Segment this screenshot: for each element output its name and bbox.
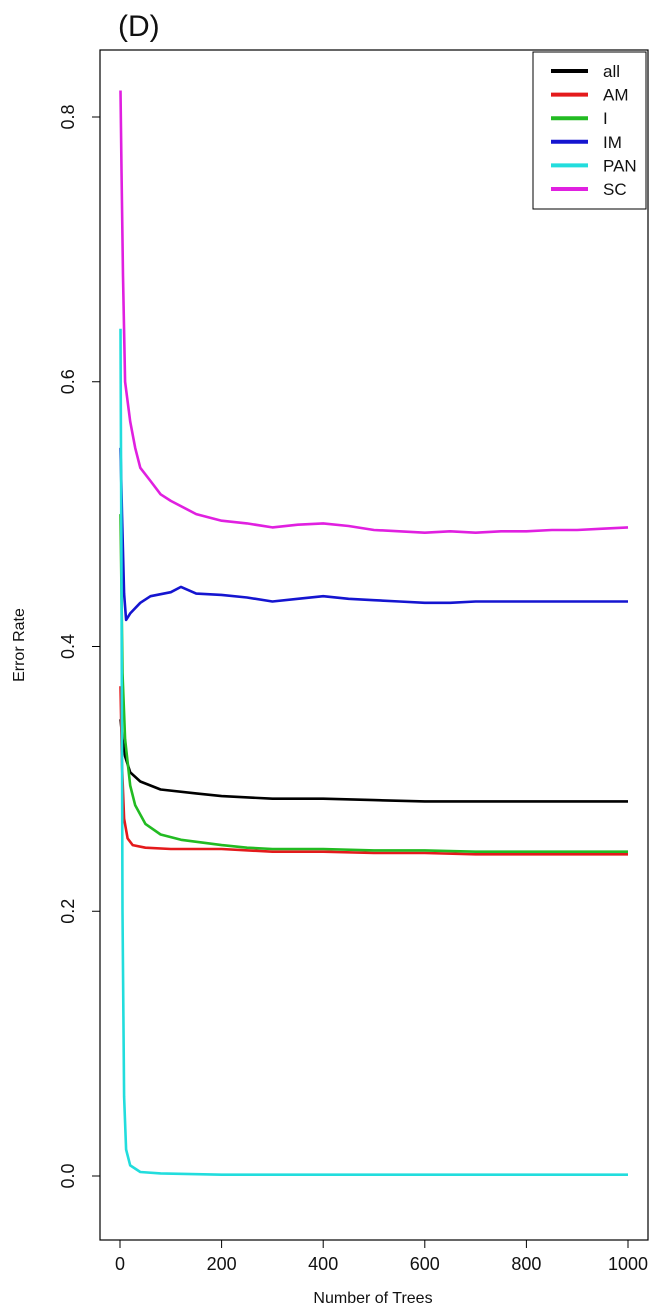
- x-tick-label: 400: [308, 1254, 338, 1274]
- legend-box: [532, 51, 647, 210]
- legend-label-i: I: [603, 109, 608, 128]
- legend-label-am: AM: [603, 86, 629, 105]
- series-line-pan: [119, 328, 628, 1176]
- y-tick-label: 0.0: [58, 1163, 78, 1188]
- x-axis: 0 200 400 600 800 1000: [115, 1240, 648, 1274]
- legend-label-im: IM: [603, 133, 622, 152]
- panel-label: (D): [118, 10, 160, 43]
- y-tick-label: 0.6: [58, 369, 78, 394]
- series-line-am: [119, 686, 628, 856]
- series-line-all: [119, 719, 628, 803]
- series-line-i: [119, 514, 628, 853]
- series-layer: [119, 90, 629, 1176]
- x-tick-label: 1000: [608, 1254, 648, 1274]
- x-axis-label: Number of Trees: [313, 1290, 432, 1307]
- y-axis: 0.0 0.2 0.4 0.6 0.8: [58, 104, 100, 1189]
- legend: all AM I IM PAN SC: [532, 51, 647, 210]
- x-tick-label: 600: [410, 1254, 440, 1274]
- legend-label-all: all: [603, 62, 620, 81]
- y-tick-label: 0.2: [58, 899, 78, 924]
- plot-frame: [99, 49, 649, 1241]
- y-axis-label: Error Rate: [11, 608, 28, 682]
- legend-label-pan: PAN: [603, 156, 637, 175]
- legend-label-sc: SC: [603, 180, 627, 199]
- y-tick-label: 0.4: [58, 634, 78, 659]
- x-tick-label: 200: [207, 1254, 237, 1274]
- x-tick-label: 800: [511, 1254, 541, 1274]
- x-tick-label: 0: [115, 1254, 125, 1274]
- series-line-sc: [119, 90, 629, 534]
- y-tick-label: 0.8: [58, 104, 78, 129]
- series-line-im: [119, 447, 628, 622]
